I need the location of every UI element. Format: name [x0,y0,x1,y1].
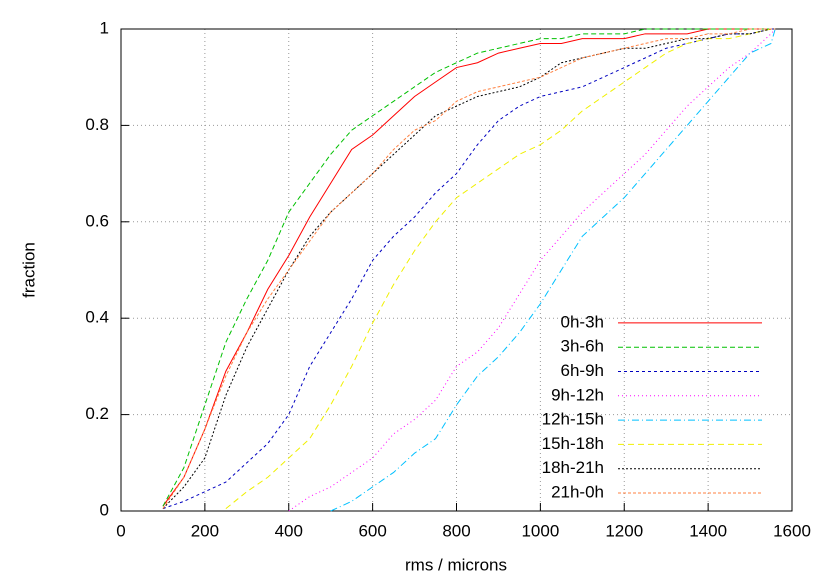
legend-label: 18h-21h [542,458,604,477]
x-tick-label: 1600 [773,521,811,540]
series-line [330,28,776,512]
y-tick-label: 0 [100,500,109,519]
y-tick-label: 1 [100,18,109,37]
y-tick-label: 0.8 [85,115,109,134]
plot-frame [120,28,793,512]
x-tick-label: 400 [275,521,303,540]
x-tick-label: 1400 [689,521,727,540]
series-line [225,28,776,509]
series-line [162,28,776,510]
x-tick-label: 800 [442,521,470,540]
legend-label: 15h-18h [542,434,604,453]
y-tick-label: 0.6 [85,211,109,230]
series-line [162,28,776,507]
legend-label: 6h-9h [561,361,604,380]
series-line [162,28,776,509]
x-tick-label: 1000 [521,521,559,540]
x-axis-label: rms / microns [405,555,507,574]
legend-label: 3h-6h [561,337,604,356]
series-line [162,28,776,509]
x-tick-label: 1200 [605,521,643,540]
legend-label: 21h-0h [551,482,604,501]
y-tick-label: 0.2 [85,404,109,423]
y-tick-label: 0.4 [85,308,109,327]
y-axis-label: fraction [19,242,38,298]
x-tick-label: 0 [116,521,125,540]
x-tick-label: 600 [358,521,386,540]
x-tick-label: 200 [191,521,219,540]
legend-label: 9h-12h [551,385,604,404]
series-line [288,28,776,512]
series-line [162,28,776,507]
legend-label: 0h-3h [561,312,604,331]
legend-label: 12h-15h [542,410,604,429]
